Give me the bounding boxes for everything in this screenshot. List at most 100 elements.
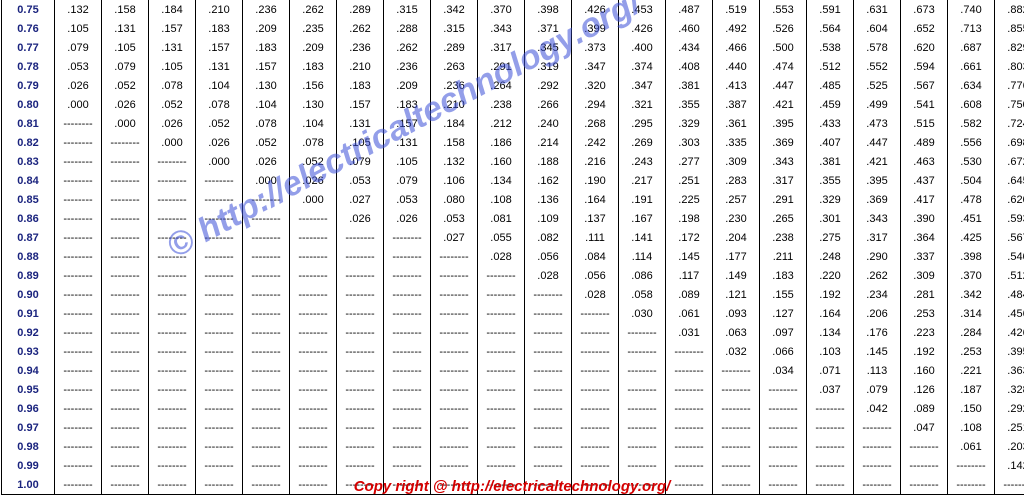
table-cell: --------	[384, 323, 431, 342]
table-cell: .328	[995, 380, 1024, 399]
table-cell: .337	[901, 247, 948, 266]
table-cell: .078	[196, 95, 243, 114]
table-cell: .437	[901, 171, 948, 190]
table-cell: .294	[572, 95, 619, 114]
table-row: 0.85------------------------------------…	[2, 190, 1024, 209]
table-cell: --------	[760, 380, 807, 399]
table-cell: .645	[995, 171, 1024, 190]
table-cell: --------	[478, 266, 525, 285]
table-cell: .172	[666, 228, 713, 247]
table-cell: .578	[854, 38, 901, 57]
table-cell: .355	[666, 95, 713, 114]
table-cell: --------	[149, 228, 196, 247]
table-cell: .291	[760, 190, 807, 209]
table-cell: --------	[666, 342, 713, 361]
table-cell: --------	[243, 190, 290, 209]
table-cell: .251	[666, 171, 713, 190]
table-cell: --------	[807, 399, 854, 418]
table-cell: --------	[431, 418, 478, 437]
table-cell: .236	[243, 0, 290, 19]
table-cell: .089	[666, 285, 713, 304]
table-cell: --------	[713, 399, 760, 418]
table-cell: --------	[55, 114, 102, 133]
table-cell: .473	[854, 114, 901, 133]
table-cell: .236	[431, 76, 478, 95]
table-cell: .329	[666, 114, 713, 133]
table-cell: .210	[431, 95, 478, 114]
table-cell: --------	[807, 418, 854, 437]
table-cell: --------	[337, 380, 384, 399]
table-row: 0.90------------------------------------…	[2, 285, 1024, 304]
table-cell: --------	[713, 418, 760, 437]
table-cell: .398	[948, 247, 995, 266]
table-cell: .347	[619, 76, 666, 95]
table-cell: .234	[854, 285, 901, 304]
table-cell: .028	[478, 247, 525, 266]
table-cell: --------	[149, 475, 196, 495]
table-cell: .238	[478, 95, 525, 114]
table-cell: .373	[572, 38, 619, 57]
table-cell: --------	[384, 361, 431, 380]
table-cell: .136	[525, 190, 572, 209]
table-cell: .204	[713, 228, 760, 247]
table-cell: --------	[102, 380, 149, 399]
table-cell: --------	[102, 152, 149, 171]
table-cell: .347	[572, 57, 619, 76]
table-cell: .053	[384, 190, 431, 209]
table-cell: --------	[290, 247, 337, 266]
table-cell: --------	[478, 361, 525, 380]
table-cell: --------	[290, 380, 337, 399]
table-cell: .290	[854, 247, 901, 266]
table-cell: --------	[666, 418, 713, 437]
table-cell: .026	[196, 133, 243, 152]
table-cell: .634	[948, 76, 995, 95]
table-row: 0.92------------------------------------…	[2, 323, 1024, 342]
table-cell: --------	[525, 285, 572, 304]
table-cell: .183	[290, 57, 337, 76]
table-cell: .593	[995, 209, 1024, 228]
table-cell: .184	[149, 0, 196, 19]
table-cell: .206	[854, 304, 901, 323]
table-cell: .141	[619, 228, 666, 247]
table-row: 0.76.105.131.157.183.209.235.262.288.315…	[2, 19, 1024, 38]
table-cell: .500	[760, 38, 807, 57]
table-cell: .223	[901, 323, 948, 342]
table-cell: .460	[666, 19, 713, 38]
table-cell: .183	[337, 76, 384, 95]
table-cell: --------	[431, 266, 478, 285]
table-cell: --------	[431, 247, 478, 266]
row-header: 0.86	[2, 209, 55, 228]
table-cell: --------	[243, 285, 290, 304]
table-cell: .750	[995, 95, 1024, 114]
table-cell: .093	[713, 304, 760, 323]
table-cell: --------	[196, 266, 243, 285]
table-cell: .026	[337, 209, 384, 228]
table-cell: --------	[619, 418, 666, 437]
table-cell: .190	[572, 171, 619, 190]
table-cell: --------	[807, 437, 854, 456]
table-cell: .567	[995, 228, 1024, 247]
table-cell: .114	[619, 247, 666, 266]
row-header: 0.93	[2, 342, 55, 361]
table-cell: .056	[572, 266, 619, 285]
table-cell: .209	[290, 38, 337, 57]
table-cell: .132	[55, 0, 102, 19]
table-cell: --------	[337, 342, 384, 361]
table-cell: --------	[102, 418, 149, 437]
table-cell: --------	[149, 190, 196, 209]
table-cell: .027	[431, 228, 478, 247]
table-cell: .188	[525, 152, 572, 171]
table-cell: --------	[55, 361, 102, 380]
table-cell: --------	[384, 380, 431, 399]
table-cell: --------	[243, 228, 290, 247]
table-cell: .262	[337, 19, 384, 38]
table-cell: --------	[713, 475, 760, 495]
table-cell: .079	[102, 57, 149, 76]
table-cell: --------	[666, 380, 713, 399]
table-cell: .317	[478, 38, 525, 57]
table-cell: --------	[149, 399, 196, 418]
table-cell: .451	[948, 209, 995, 228]
table-cell: .263	[431, 57, 478, 76]
table-cell: .117	[666, 266, 713, 285]
table-row: 0.99------------------------------------…	[2, 456, 1024, 475]
